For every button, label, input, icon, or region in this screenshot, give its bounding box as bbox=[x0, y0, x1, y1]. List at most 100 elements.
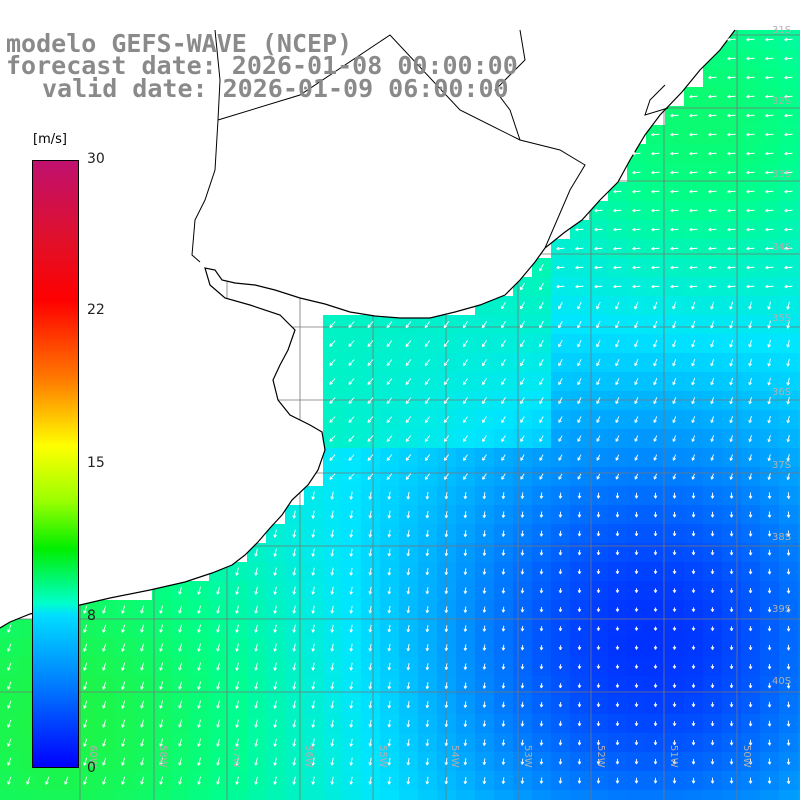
wind-arrow bbox=[254, 643, 258, 652]
wind-arrow bbox=[102, 757, 107, 766]
wind-arrow bbox=[121, 776, 126, 785]
wind-arrow bbox=[235, 567, 239, 576]
wind-arrow bbox=[159, 662, 164, 671]
wind-arrow bbox=[425, 510, 430, 519]
wind-arrow bbox=[386, 378, 393, 385]
wind-arrow bbox=[368, 719, 373, 728]
ocean-cell bbox=[361, 790, 381, 800]
wind-arrow bbox=[501, 454, 506, 461]
wind-arrow bbox=[463, 568, 468, 575]
wind-arrow bbox=[463, 473, 468, 480]
ocean-cell bbox=[228, 790, 248, 800]
ocean-cell bbox=[798, 467, 800, 487]
ocean-cell bbox=[798, 562, 800, 582]
wind-arrow bbox=[539, 701, 544, 708]
wind-arrow bbox=[539, 492, 544, 499]
wind-arrow bbox=[558, 626, 563, 632]
coastline bbox=[0, 29, 736, 629]
wind-arrow bbox=[520, 359, 525, 367]
lon-label: 57W bbox=[230, 745, 241, 768]
wind-arrow bbox=[387, 681, 392, 690]
wind-arrow bbox=[140, 624, 145, 633]
wind-arrow bbox=[539, 758, 544, 765]
wind-arrow bbox=[424, 473, 431, 480]
wind-arrow bbox=[292, 719, 296, 728]
wind-arrow bbox=[558, 530, 563, 537]
wind-arrow bbox=[273, 700, 277, 709]
wind-arrow bbox=[443, 378, 450, 386]
wind-arrow bbox=[178, 757, 183, 766]
wind-arrow bbox=[425, 682, 430, 690]
wind-arrow bbox=[482, 682, 487, 689]
wind-arrow bbox=[387, 624, 392, 633]
wind-arrow bbox=[482, 720, 487, 727]
ocean-cell bbox=[19, 790, 39, 800]
wind-arrow bbox=[539, 663, 544, 670]
ocean-cell bbox=[114, 790, 134, 800]
wind-arrow bbox=[405, 416, 412, 423]
wind-arrow bbox=[273, 548, 277, 557]
wind-arrow bbox=[254, 719, 258, 728]
wind-arrow bbox=[444, 549, 449, 557]
wind-arrow bbox=[330, 681, 335, 690]
wind-arrow bbox=[558, 739, 563, 746]
wind-arrow bbox=[425, 606, 430, 614]
wind-arrow bbox=[425, 587, 430, 595]
ocean-cell bbox=[285, 790, 305, 800]
wind-arrow bbox=[520, 701, 525, 708]
wind-arrow bbox=[254, 586, 258, 595]
wind-arrow bbox=[386, 435, 393, 442]
wind-arrow bbox=[159, 681, 164, 690]
wind-arrow bbox=[558, 683, 563, 689]
wind-arrow bbox=[311, 529, 315, 538]
lat-label: 33S bbox=[772, 169, 791, 180]
wind-arrow bbox=[159, 605, 164, 614]
wind-arrow bbox=[444, 701, 449, 709]
wind-arrow bbox=[330, 624, 335, 633]
wind-arrow bbox=[424, 397, 431, 404]
wind-arrow bbox=[329, 397, 336, 404]
wind-arrow bbox=[539, 282, 544, 291]
ocean-cell bbox=[798, 296, 800, 316]
wind-arrow bbox=[462, 359, 469, 367]
wind-arrow bbox=[425, 549, 430, 557]
ocean-cell bbox=[532, 790, 552, 800]
wind-arrow bbox=[539, 606, 544, 613]
wind-arrow bbox=[443, 359, 450, 367]
wind-arrow bbox=[424, 378, 431, 385]
wind-arrow bbox=[292, 605, 296, 614]
wind-arrow bbox=[386, 359, 393, 366]
wind-arrow bbox=[501, 378, 506, 386]
lon-label: 53W bbox=[522, 745, 533, 768]
wind-arrow bbox=[349, 510, 354, 519]
wind-arrow bbox=[45, 776, 50, 785]
wind-arrow bbox=[311, 624, 316, 633]
ocean-cell bbox=[38, 790, 58, 800]
wind-arrow bbox=[329, 454, 336, 461]
wind-arrow bbox=[539, 530, 544, 537]
wind-arrow bbox=[197, 643, 201, 652]
wind-arrow bbox=[539, 720, 544, 727]
wind-arrow bbox=[387, 757, 392, 766]
lon-label: 54W bbox=[449, 745, 460, 768]
lon-label: 51W bbox=[668, 745, 679, 768]
wind-arrow bbox=[443, 416, 450, 423]
wind-arrow bbox=[558, 359, 563, 367]
wind-arrow bbox=[235, 776, 239, 785]
wind-arrow bbox=[83, 681, 88, 690]
wind-arrow bbox=[406, 548, 411, 557]
wind-arrow bbox=[520, 473, 525, 480]
ocean-cell bbox=[760, 790, 780, 800]
wind-arrow bbox=[349, 548, 354, 557]
wind-arrow bbox=[462, 397, 468, 404]
wind-arrow bbox=[273, 624, 277, 633]
wind-arrow bbox=[330, 700, 335, 709]
wind-arrow bbox=[558, 720, 563, 727]
wind-arrow bbox=[330, 719, 335, 728]
wind-arrow bbox=[558, 588, 563, 594]
wind-arrow bbox=[273, 567, 277, 576]
wind-arrow bbox=[501, 473, 506, 480]
ocean-cell bbox=[798, 201, 800, 221]
wind-arrow bbox=[520, 492, 525, 499]
ocean-cell bbox=[608, 790, 628, 800]
